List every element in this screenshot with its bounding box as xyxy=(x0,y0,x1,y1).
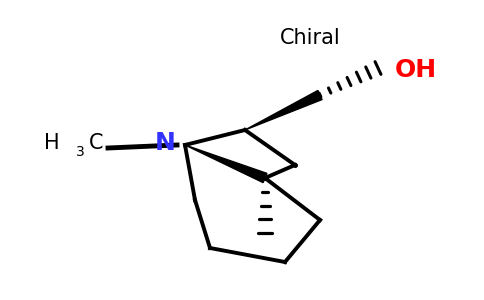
Text: OH: OH xyxy=(395,58,437,82)
Text: N: N xyxy=(154,131,175,155)
Text: C: C xyxy=(89,133,103,153)
Text: 3: 3 xyxy=(76,145,84,159)
Polygon shape xyxy=(185,145,267,183)
Text: H: H xyxy=(44,133,60,153)
Text: Chiral: Chiral xyxy=(280,28,340,48)
Polygon shape xyxy=(245,91,322,130)
